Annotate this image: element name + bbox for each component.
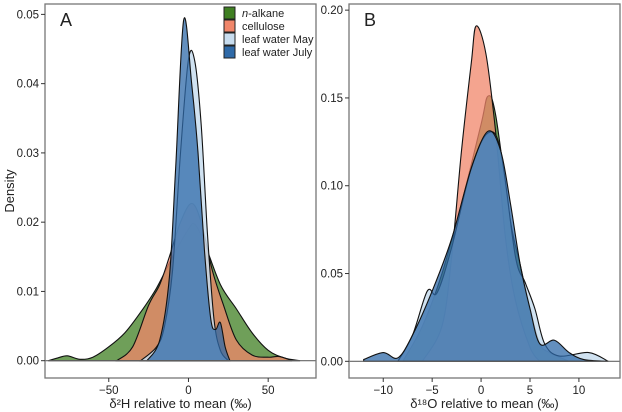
y-tick-label: 0.20 [321,5,343,17]
y-tick-label: 0.10 [321,181,343,193]
plot-frame [348,3,621,379]
y-tick-label: 0.05 [17,9,39,21]
x-tick-label: 10 [573,385,586,397]
legend-swatch [223,32,236,46]
y-tick-label: 0.15 [321,93,343,105]
legend-label: leaf water May [242,34,314,46]
panel-label: A [60,10,72,30]
legend-label: cellulose [242,21,285,33]
legend-label: leaf water July [242,47,313,59]
y-tick-label: 0.02 [17,217,39,229]
plot-frame [44,3,317,379]
x-tick-label: 50 [262,385,275,397]
legend-label: n-alkane [242,8,284,20]
y-tick-label: 0.00 [17,356,39,368]
x-tick-label: −10 [373,385,393,397]
x-axis-label: δ¹⁸O relative to mean (‰) [410,396,559,411]
legend-swatch [223,45,236,59]
y-tick-label: 0.04 [17,79,40,91]
density-leaf-water-july [146,17,231,362]
legend-swatch [223,6,236,20]
x-tick-label: −50 [99,385,119,397]
legend-swatch [223,19,236,33]
panel-B: 0.00 0.05 0.10 0.15 0.20 −10 −5 0 5 10 δ¹⁸O relati… [321,3,621,411]
x-tick-label: 0 [478,385,484,397]
x-tick-label: 5 [527,385,533,397]
y-axis-label: Density [2,169,17,213]
x-tick-label: 0 [185,385,191,397]
y-tick-label: 0.03 [17,148,39,160]
x-axis-label: δ²H relative to mean (‰) [109,396,251,411]
x-tick-label: −5 [426,385,439,397]
y-tick-label: 0.05 [321,269,343,281]
y-tick-label: 0.01 [17,286,39,298]
y-tick-label: 0.00 [321,356,343,368]
density-leaf-water-july [363,130,609,362]
panel-label: B [364,10,376,30]
panel-A: 0.00 0.01 0.02 0.03 0.04 0.05 −50 0 50 δ²H relati… [2,3,317,411]
